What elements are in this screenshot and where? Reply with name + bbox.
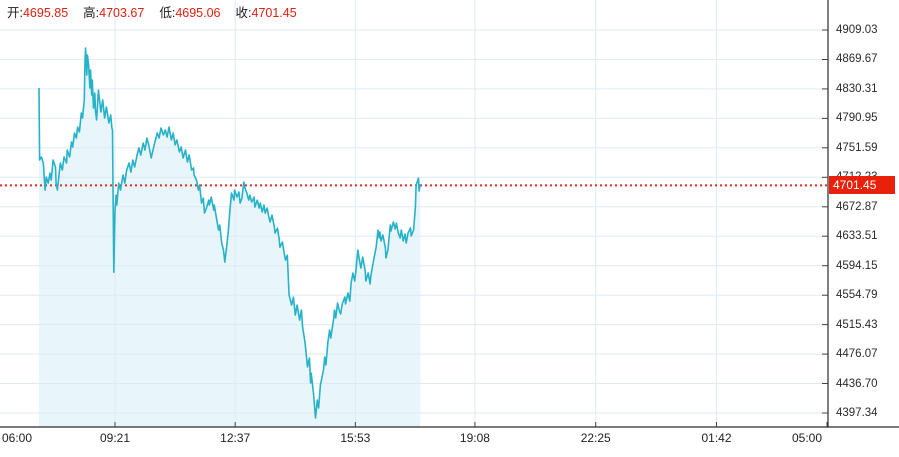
ohlc-high: 高:4703.67	[83, 5, 144, 21]
y-axis-label: 4554.79	[836, 289, 878, 302]
y-axis-label: 4633.51	[836, 230, 878, 243]
y-axis-label: 4397.34	[836, 407, 878, 419]
y-axis-label: 4830.31	[836, 82, 878, 95]
x-axis-label: 19:08	[459, 431, 490, 445]
high-label: 高:	[83, 6, 100, 20]
x-axis-label: 22:25	[580, 431, 611, 445]
current-price-badge: 4701.45	[829, 176, 895, 194]
open-value: 4695.85	[22, 6, 69, 20]
x-axis-label: 15:53	[340, 431, 371, 445]
low-label: 低:	[159, 6, 176, 20]
y-axis-label: 4751.59	[836, 141, 878, 154]
ohlc-open: 开:4695.85	[7, 5, 68, 21]
y-axis-label: 4672.87	[836, 200, 878, 213]
x-axis-label: 05:00	[792, 431, 823, 445]
x-axis-label: 09:21	[99, 431, 131, 445]
y-axis-label: 4594.15	[836, 259, 878, 272]
high-value: 4703.67	[99, 6, 145, 20]
y-axis-label: 4436.70	[836, 377, 878, 390]
x-axis-label: 12:37	[220, 431, 251, 445]
y-axis-label: 4515.43	[836, 318, 878, 331]
open-label: 开:	[7, 6, 23, 20]
x-axis-label: 06:00	[2, 431, 33, 445]
low-value: 4695.06	[175, 6, 221, 20]
y-axis-label: 4476.07	[836, 348, 878, 361]
price-line	[38, 47, 422, 419]
close-value: 4701.45	[251, 6, 297, 20]
y-axis-label: 4790.95	[836, 112, 878, 125]
ohlc-close: 收:4701.45	[236, 5, 297, 21]
close-label: 收:	[235, 6, 252, 20]
y-axis-label: 4909.03	[836, 24, 878, 36]
y-axis-label: 4869.67	[836, 53, 878, 66]
price-area-fill	[39, 48, 421, 427]
ohlc-header: 开:4695.85 高:4703.67 低:4695.06 收:4701.45	[7, 5, 297, 21]
x-axis-label: 01:42	[701, 431, 732, 445]
ohlc-low: 低:4695.06	[159, 5, 220, 21]
